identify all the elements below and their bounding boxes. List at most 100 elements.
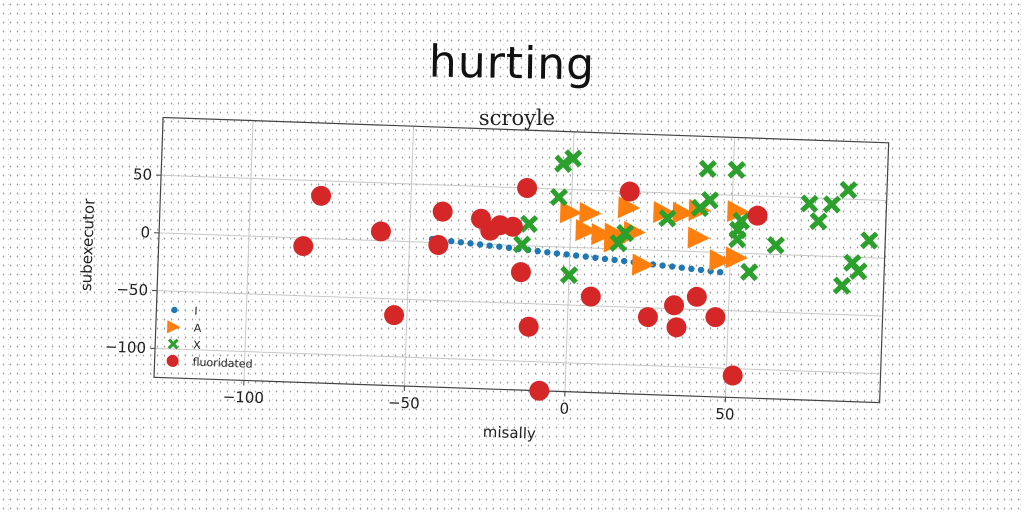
data-point: [428, 235, 449, 256]
data-point: [678, 264, 685, 271]
data-point: [664, 295, 685, 316]
x-gridline: [243, 120, 254, 381]
data-point: [722, 365, 743, 386]
data-point: [579, 201, 602, 224]
x-tick-label: −100: [222, 388, 264, 407]
data-point: [476, 241, 484, 248]
data-point: [591, 223, 614, 246]
x-gridline: [724, 137, 736, 398]
data-point: [709, 249, 732, 272]
data-point: [727, 160, 746, 180]
data-point: [687, 226, 710, 249]
x-axis-label: misally: [483, 423, 537, 443]
data-point: [554, 154, 573, 173]
data-point: [448, 237, 455, 245]
data-point: [725, 246, 748, 269]
x-tick-label: −50: [388, 393, 420, 412]
data-point: [686, 286, 707, 307]
data-point: [457, 239, 465, 246]
chart-title: scroyle: [479, 106, 555, 130]
data-point: [705, 307, 726, 328]
data-point: [311, 185, 332, 206]
data-point: [658, 209, 677, 228]
data-point: [615, 223, 635, 243]
data-point: [563, 149, 583, 168]
series-fluoridated: [293, 177, 768, 401]
data-point: [544, 249, 551, 256]
data-point: [518, 316, 539, 337]
data-point: [637, 307, 658, 328]
data-point: [384, 305, 405, 326]
data-point: [534, 247, 541, 255]
data-point: [517, 177, 538, 198]
data-point: [728, 230, 747, 249]
x-gridline: [564, 131, 575, 392]
legend-label: fluoridated: [192, 356, 252, 371]
x-tick-label: 50: [715, 405, 735, 424]
data-point: [631, 253, 655, 276]
data-point: [529, 380, 550, 401]
data-point: [800, 194, 819, 213]
data-point: [580, 286, 601, 307]
data-point: [575, 219, 598, 242]
data-point: [582, 253, 589, 260]
data-point: [617, 196, 641, 219]
data-marks: [293, 149, 879, 401]
x-axis-ticks: −100 −50 0 50: [222, 380, 735, 424]
data-point: [293, 236, 314, 257]
data-point: [809, 212, 828, 231]
data-point: [609, 234, 628, 253]
data-point: [559, 201, 583, 224]
legend-label: A: [194, 322, 202, 335]
y-tick-label: −100: [105, 338, 147, 357]
data-point: [668, 263, 676, 270]
legend-marker: [166, 320, 181, 334]
y-axis-ticks: −100 −50 0 50: [105, 165, 162, 357]
legend-label: X: [193, 339, 201, 352]
data-point: [559, 265, 579, 285]
data-point: [659, 262, 666, 269]
grid: [155, 120, 887, 398]
data-point: [592, 254, 599, 261]
data-point: [697, 266, 705, 274]
data-point: [486, 242, 493, 249]
data-point: [553, 250, 561, 257]
y-axis-label: subexecutor: [77, 198, 98, 292]
data-point: [698, 159, 717, 179]
data-point: [839, 180, 858, 200]
data-point: [672, 201, 695, 224]
x-tick-label: 0: [559, 399, 569, 417]
data-point: [747, 205, 768, 226]
x-gridline: [403, 126, 415, 387]
data-point: [688, 265, 695, 273]
data-point: [370, 221, 391, 242]
data-point: [666, 317, 687, 338]
legend-marker: [166, 354, 179, 367]
data-point: [512, 235, 532, 254]
y-tick-label: −50: [116, 280, 148, 299]
data-point: [510, 262, 531, 283]
data-point: [849, 262, 868, 281]
data-point: [620, 257, 628, 265]
data-point: [619, 181, 640, 202]
data-point: [860, 231, 879, 250]
data-point: [572, 252, 580, 259]
data-point: [717, 268, 724, 276]
data-point: [739, 262, 759, 282]
legend-label: I: [194, 305, 198, 318]
data-point: [519, 214, 539, 234]
y-gridline: [157, 290, 883, 317]
data-point: [432, 201, 453, 222]
plot-frame: [153, 116, 890, 404]
y-tick-label: 0: [140, 223, 150, 241]
data-point: [822, 195, 842, 214]
data-point: [502, 216, 523, 237]
data-point: [727, 200, 750, 223]
legend-marker: [167, 338, 179, 350]
data-point: [601, 255, 609, 263]
data-point: [611, 256, 618, 264]
data-point: [549, 187, 569, 207]
data-point: [467, 240, 474, 247]
